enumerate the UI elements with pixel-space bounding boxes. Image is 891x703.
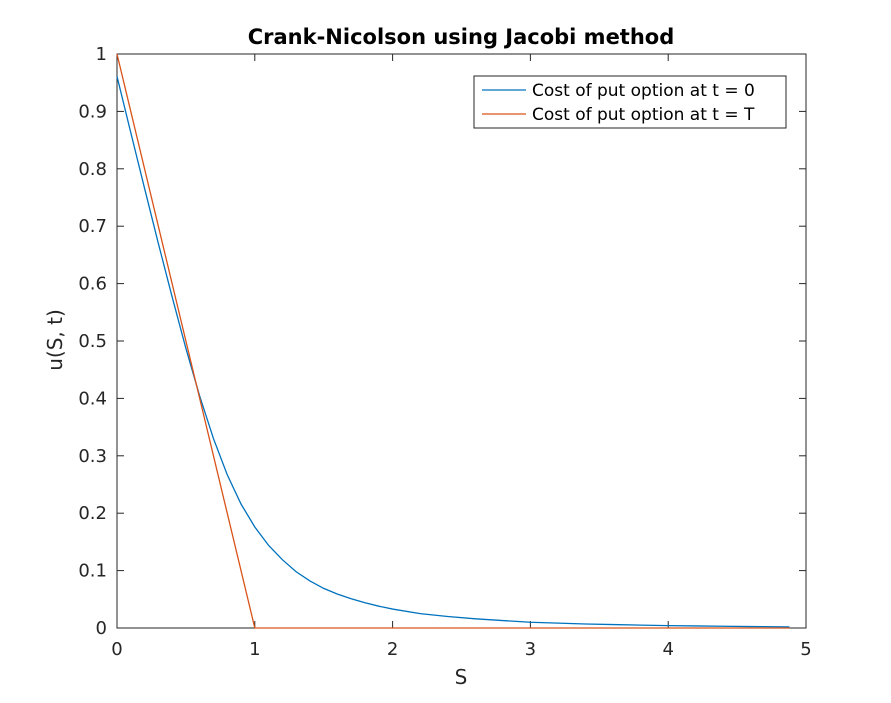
y-tick-label: 0.8 — [78, 159, 107, 180]
legend-label-1: Cost of put option at t = 0 — [532, 81, 755, 101]
legend-label-2: Cost of put option at t = T — [532, 105, 755, 125]
y-tick-label: 0.6 — [78, 274, 107, 295]
x-tick-label: 0 — [111, 639, 122, 660]
x-tick-label: 3 — [525, 639, 536, 660]
x-tick-label: 2 — [387, 639, 398, 660]
y-tick-label: 0.1 — [78, 561, 107, 582]
y-tick-label: 0.9 — [78, 101, 107, 122]
chart-title: Crank-Nicolson using Jacobi method — [248, 25, 675, 49]
y-tick-label: 1 — [96, 44, 107, 65]
y-tick-label: 0.7 — [78, 216, 107, 237]
y-tick-label: 0.2 — [78, 503, 107, 524]
plot-area: 0 1 2 3 4 5 0 0.1 0.2 0.3 0.4 0.5 0.6 0.7 0.8 0.9 1 — [78, 44, 811, 660]
legend: Cost of put option at t = 0 Cost of put o… — [473, 75, 787, 129]
y-tick-label: 0.4 — [78, 388, 107, 409]
series-line-2 — [116, 53, 790, 629]
y-axis-label: u(S, t) — [43, 309, 67, 371]
x-tick-label: 5 — [800, 639, 811, 660]
x-axis-label: S — [455, 665, 468, 689]
y-tick-label: 0.5 — [78, 331, 107, 352]
y-tick-label: 0.3 — [78, 446, 107, 467]
legend-box — [473, 75, 787, 129]
axes-box — [116, 53, 807, 629]
x-tick-label: 1 — [249, 639, 260, 660]
x-tick-label: 4 — [662, 639, 673, 660]
y-tick-label: 0 — [96, 618, 107, 639]
